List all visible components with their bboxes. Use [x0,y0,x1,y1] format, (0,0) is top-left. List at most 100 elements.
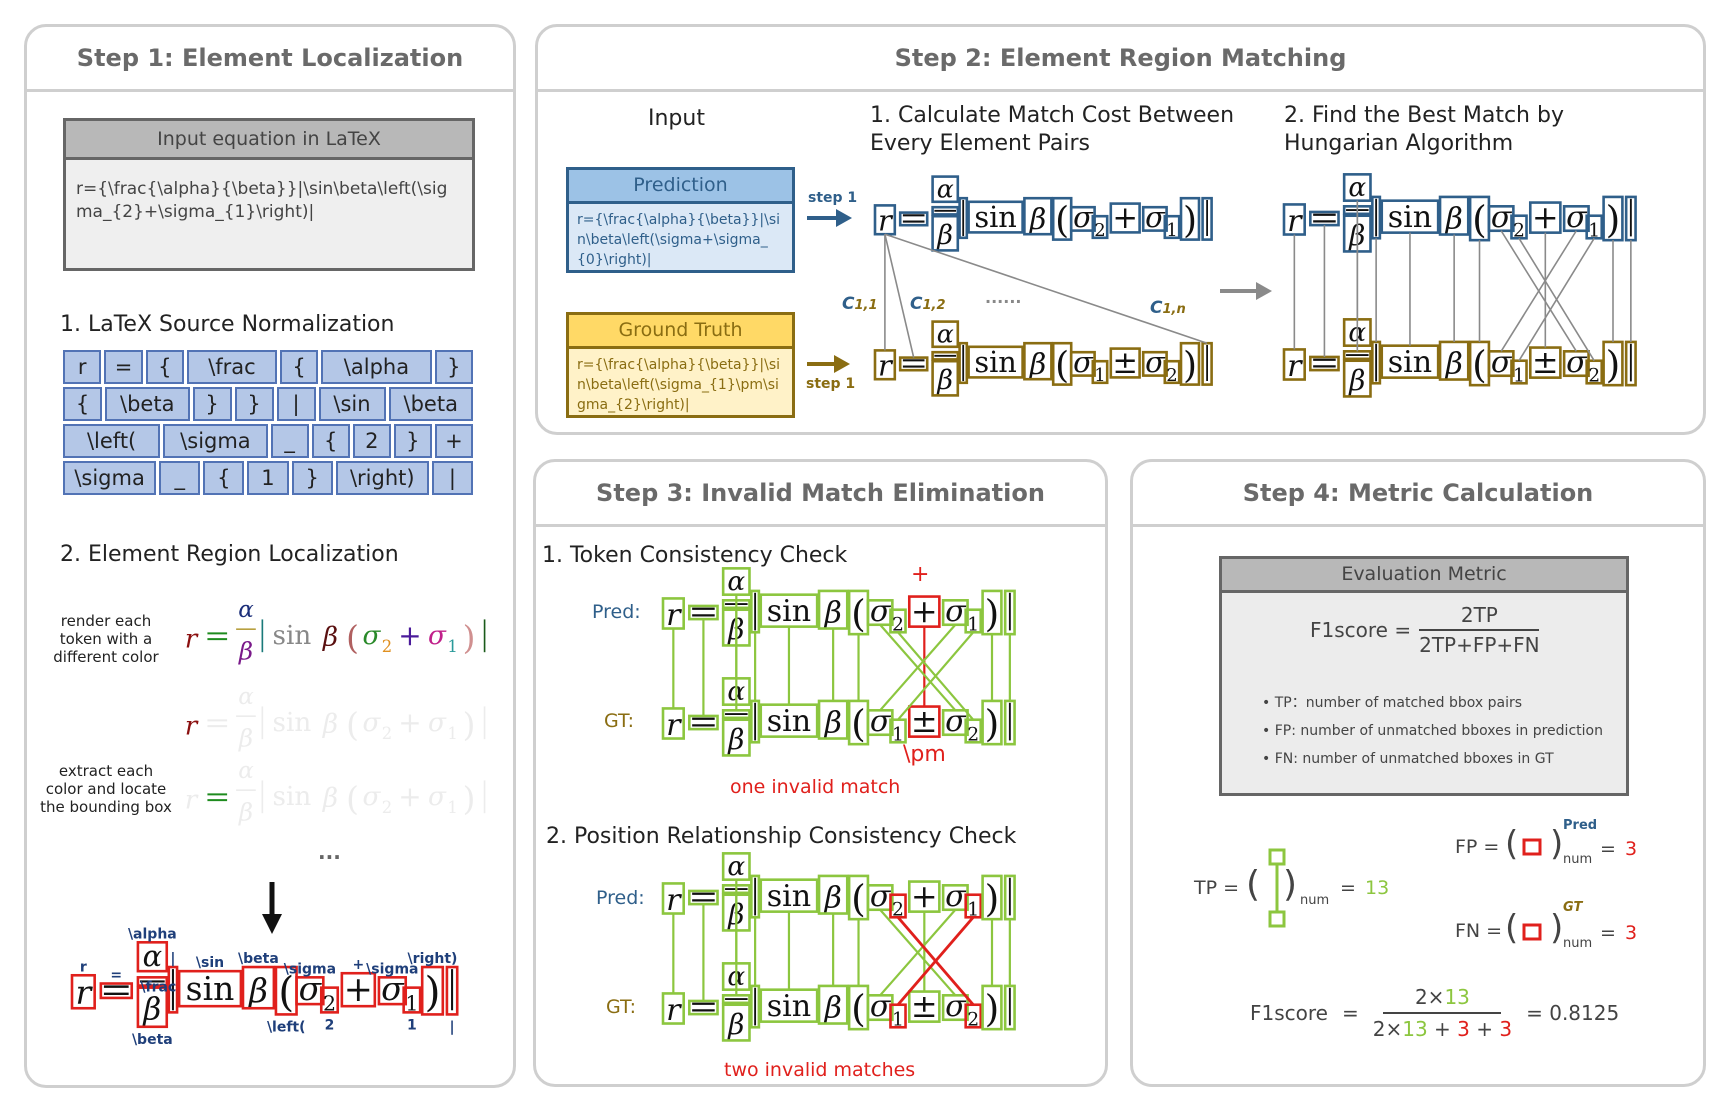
fn-paren-close: ) [1550,908,1564,948]
step3-panel: Step 3: Invalid Match Elimination [533,459,1108,1087]
one-invalid-match: one invalid match [730,776,901,798]
localization-title: 2. Element Region Localization [60,542,399,567]
latex-token: \alpha [321,350,432,384]
bullet-tp-text: TP：number of matched bbox pairs [1274,695,1523,711]
den-plus: + [1476,1017,1494,1041]
tp-sub: num [1300,893,1330,908]
final-f1-eq: = [1341,1001,1359,1025]
fn-eq: = [1600,922,1616,944]
match-cost-title: 1. Calculate Match Cost Between Every El… [870,102,1234,158]
position-check-title: 2. Position Relationship Consistency Che… [546,824,1017,849]
cost-subscript: 1,2 [922,298,946,313]
token-row: r ={\frac{\alpha} [63,350,474,384]
step2-title: Step 2: Element Region Matching [538,27,1703,92]
f1-fraction-bar [1419,629,1540,631]
prediction-header: Prediction [569,170,792,204]
latex-token: \beta [105,387,190,421]
prediction-box: Prediction r={\frac{\alpha}{\beta}}|\sin… [566,167,795,273]
latex-token: { [203,461,245,495]
ground-truth-latex: r={\frac{\alpha}{\beta}}|\sin\beta\left(… [577,357,781,413]
token-row: \sigma _{1} \right) | [63,461,473,495]
plus-label: + [911,562,930,587]
pred-step-label: step 1 [808,190,858,206]
step3-title: Step 3: Invalid Match Elimination [536,462,1105,527]
best-match-title: 2. Find the Best Match by Hungarian Algo… [1284,102,1564,158]
final-f1-bar [1383,1012,1502,1014]
latex-token: 1 [247,461,289,495]
pred-label-2: Pred: [596,887,645,909]
latex-token: { [63,387,102,421]
bullet-fp: • FP: number of unmatched bboxes in pred… [1262,723,1603,739]
den-fp: 3 [1457,1017,1470,1041]
cost-symbol: C [1150,298,1163,318]
cost-c12: C1,2 [910,294,946,314]
pred-label-1: Pred: [592,601,641,623]
latex-token: \sigma [63,461,157,495]
match-cost-title-line2: Every Element Pairs [870,131,1090,156]
num-coef: 2× [1414,985,1445,1009]
fp-paren-close: ) [1550,824,1564,864]
latex-token: r [63,350,102,384]
fp-sub: num [1563,852,1593,867]
gt-label-1: GT: [604,710,634,732]
latex-token: 2 [352,424,391,458]
den-fn: 3 [1499,1017,1513,1041]
den-coef: 2× [1372,1017,1403,1041]
latex-token: + [434,424,473,458]
input-latex-header: Input equation in LaTeX [66,121,472,160]
final-f1-denominator: 2×13 + 3 + 3 [1373,1017,1512,1041]
f1-denominator: 2TP+FP+FN [1419,633,1540,657]
input-latex-box: Input equation in LaTeX r={\frac{\alpha}… [63,118,475,271]
fn-sub: num [1563,936,1593,951]
latex-token: } [192,387,232,421]
metric-bullets: • TP：number of matched bbox pairs • FP: … [1262,689,1603,773]
normalization-title: 1. LaTeX Source Normalization [60,312,395,337]
final-f1-result: = 0.8125 [1526,1001,1620,1025]
den-tp: 13 [1402,1017,1428,1041]
evaluation-metric-header: Evaluation Metric [1222,559,1626,593]
ground-truth-box: Ground Truth r={\frac{\alpha}{\beta}}|\s… [566,312,795,418]
latex-token: \frac [187,350,277,384]
fp-sup: Pred [1563,818,1598,833]
best-match-title-line2: Hungarian Algorithm [1284,131,1514,156]
latex-token: { [311,424,350,458]
latex-token: { [145,350,185,384]
cost-symbol: C [842,294,855,314]
final-f1: F1score = 2×13 2×13 + 3 + 3 = 0.8125 [1250,985,1619,1041]
latex-token: _ [159,461,201,495]
extract-note: extract each color and locate the boundi… [40,762,172,816]
fn-value: 3 [1625,922,1638,944]
cost-dots: ...... [985,288,1022,307]
fn-sup: GT [1563,900,1583,915]
token-check-title: 1. Token Consistency Check [542,543,848,568]
cost-subscript: 1,n [1162,302,1186,317]
final-f1-numerator: 2×13 [1415,985,1470,1009]
ground-truth-header: Ground Truth [569,315,792,349]
final-f1-fraction: 2×13 2×13 + 3 + 3 [1373,985,1512,1041]
fn-lhs: FN = [1455,920,1503,942]
gt-label-2: GT: [606,996,636,1018]
token-row: {\beta}} | \sin \beta [63,387,473,421]
two-invalid-matches: two invalid matches [724,1059,916,1081]
latex-token: \sin [318,387,386,421]
latex-token: \sigma [163,424,268,458]
latex-token: } [234,387,274,421]
f1-fraction: 2TP 2TP+FP+FN [1419,603,1540,657]
render-note: render each token with a different color [53,612,159,666]
token-row: \left(\sigma _{2} + [63,424,473,458]
fn-paren-open: ( [1505,908,1519,948]
tp-lhs: TP = [1194,877,1240,899]
best-match-title-line1: 2. Find the Best Match by [1284,103,1564,128]
step1-title: Step 1: Element Localization [27,27,513,92]
cost-symbol: C [910,294,923,314]
f1-numerator: 2TP [1460,603,1498,627]
tp-value: 13 [1365,877,1390,899]
prediction-latex: r={\frac{\alpha}{\beta}}|\sin\beta\left(… [577,212,781,268]
fp-lhs: FP = [1455,836,1500,858]
latex-token: = [104,350,143,384]
f1-lhs: F1score = [1310,618,1412,642]
cost-c1n: C1,n [1150,298,1186,318]
latex-token: | [276,387,316,421]
pm-label: \pm [903,742,946,767]
bullet-tp: • TP：number of matched bbox pairs [1262,695,1523,711]
